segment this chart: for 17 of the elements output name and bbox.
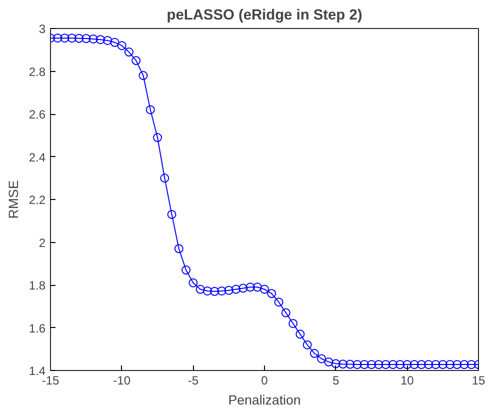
y-tick-label: 3	[38, 22, 46, 36]
y-tick-label: 2.8	[28, 64, 46, 79]
y-tick-label: 1.8	[28, 278, 46, 292]
x-tick-label: 0	[261, 374, 268, 388]
y-tick-label: 2.4	[28, 150, 46, 164]
chart-title: peLASSO (eRidge in Step 2)	[166, 8, 362, 24]
y-axis-title: RMSE	[6, 180, 21, 219]
x-tick-label: 5	[332, 374, 340, 388]
x-tick-label: -10	[113, 374, 131, 388]
x-tick-label: 15	[472, 374, 486, 388]
y-tick-label: 2.2	[28, 193, 46, 207]
y-tick-label: 2	[38, 236, 46, 250]
x-tick-label: -5	[188, 374, 199, 388]
x-tick-label: 10	[400, 374, 414, 388]
y-tick-label: 1.6	[28, 321, 46, 336]
y-tick-label: 2.6	[28, 108, 46, 122]
x-axis-title: Penalization	[228, 392, 301, 408]
